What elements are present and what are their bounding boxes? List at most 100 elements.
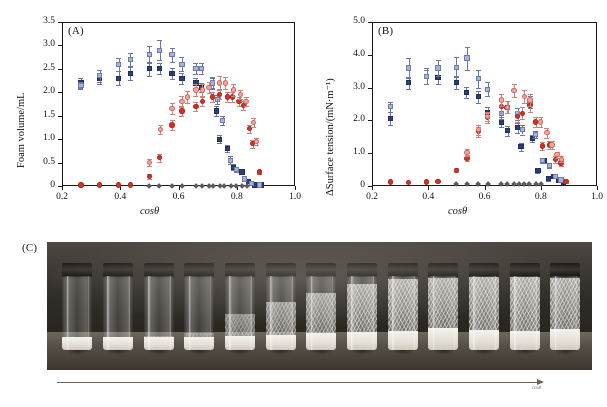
panel-a-x-axis-label: cosθ xyxy=(140,206,160,217)
error-bar-cap xyxy=(505,125,511,127)
error-bar-cap xyxy=(127,80,133,82)
vial-2 xyxy=(101,262,135,358)
error-bar-cap xyxy=(247,125,253,127)
data-point-blue-open-square xyxy=(256,182,263,188)
error-bar-cap xyxy=(485,107,491,109)
data-point-navy-filled-square xyxy=(498,119,504,125)
error-bar-cap xyxy=(199,82,205,84)
error-bar-cap xyxy=(179,115,185,117)
error-bar-cap xyxy=(505,113,511,115)
error-bar-cap xyxy=(498,126,504,128)
error-bar-cap xyxy=(519,119,525,121)
error-bar-cap xyxy=(559,161,565,163)
data-point-red-filled-circle xyxy=(453,167,459,173)
panel-b-surface-tension: (B) ΔSurface tension/(mN·m⁻¹) cosθ 0 1.0 2… xyxy=(310,0,607,230)
error-bar-cap xyxy=(206,81,212,83)
data-point-red-filled-circle xyxy=(533,119,539,125)
y-tick-label: 2.0 xyxy=(43,86,55,97)
data-point-navy-filled-square xyxy=(405,80,412,86)
vial-liquid xyxy=(347,332,378,350)
data-point-blue-open-square xyxy=(179,61,185,67)
data-point-red-open-circle xyxy=(511,88,517,94)
error-bar-cap xyxy=(179,71,185,73)
x-tick-label: 0.8 xyxy=(230,192,243,202)
x-tick-mark xyxy=(372,186,373,190)
data-point-blue-open-square xyxy=(435,65,441,71)
data-point-navy-filled-square xyxy=(535,167,541,174)
vial-cap xyxy=(509,262,540,278)
error-bar-cap xyxy=(239,174,245,176)
error-bar-cap xyxy=(97,83,103,85)
error-bar-cap xyxy=(127,52,133,54)
error-bar-cap xyxy=(184,102,190,104)
panel-a-foam-volume: (A) Foam volume/mL cosθ 0 0.5 1.0 1.5 2.0 2.5… xyxy=(0,0,310,230)
data-point-red-filled-circle xyxy=(127,182,134,188)
error-bar-cap xyxy=(116,70,122,72)
error-bar-cap xyxy=(554,158,560,160)
data-point-red-filled-circle xyxy=(240,102,246,108)
error-bar-cap xyxy=(498,112,504,114)
error-bar-cap xyxy=(199,84,205,86)
error-bar-cap xyxy=(157,161,163,163)
vial-1 xyxy=(60,262,95,358)
vial-shadow xyxy=(548,348,583,358)
error-bar-cap xyxy=(527,111,533,113)
y-tick-mark xyxy=(368,54,372,56)
data-point-red-filled-circle xyxy=(405,180,412,186)
data-point-blue-open-square xyxy=(193,66,199,72)
x-tick-label: 0.2 xyxy=(366,192,378,202)
error-bar-cap xyxy=(387,101,393,103)
data-point-red-open-circle xyxy=(549,142,555,148)
error-bar-cap xyxy=(217,76,223,78)
vial-shadow xyxy=(263,348,298,358)
error-bar-cap xyxy=(519,107,525,109)
error-bar-cap xyxy=(193,63,199,65)
vial-liquid xyxy=(306,333,337,350)
data-point-gray-diamond-baseline xyxy=(537,181,544,188)
error-bar-cap xyxy=(78,89,84,90)
data-point-red-filled-circle xyxy=(78,182,84,188)
vial-cap xyxy=(347,262,378,278)
error-bar-cap xyxy=(529,134,535,136)
error-bar-cap xyxy=(515,107,521,109)
error-bar-cap xyxy=(538,126,544,128)
data-point-navy-filled-square xyxy=(146,66,152,72)
error-bar-cap xyxy=(157,74,163,76)
error-bar-cap xyxy=(127,66,133,68)
data-point-red-filled-circle xyxy=(247,126,253,132)
y-tick-label: 1.0 xyxy=(353,147,365,158)
error-bar-cap xyxy=(518,142,524,144)
error-bar-cap xyxy=(229,92,235,94)
vial-highlight xyxy=(554,276,558,350)
data-point-red-filled-circle xyxy=(224,94,231,100)
vial-highlight xyxy=(229,276,232,350)
data-point-blue-open-square xyxy=(533,131,539,138)
panel-a-tag: (A) xyxy=(68,25,84,37)
error-bar-cap xyxy=(179,107,185,109)
error-bar-cap xyxy=(217,135,223,137)
error-bar-cap xyxy=(463,98,469,100)
error-bar-cap xyxy=(519,134,525,136)
data-point-red-filled-circle xyxy=(387,179,393,185)
error-bar-cap xyxy=(234,172,240,174)
error-bar-cap xyxy=(116,57,122,59)
x-tick-mark xyxy=(120,186,122,190)
vial-13 xyxy=(548,262,583,358)
vial-shadow xyxy=(385,348,420,358)
error-bar-cap xyxy=(464,46,470,48)
error-bar-cap xyxy=(179,96,185,98)
error-bar-cap xyxy=(220,125,226,127)
error-bar-cap xyxy=(251,118,257,120)
vial-highlight-right xyxy=(372,276,375,350)
data-point-red-open-circle xyxy=(179,99,185,105)
vial-highlight xyxy=(513,276,517,350)
data-point-blue-open-square xyxy=(199,66,205,72)
y-tick-mark xyxy=(368,153,372,155)
data-point-blue-open-square xyxy=(464,55,470,61)
data-point-red-filled-circle xyxy=(424,179,430,185)
error-bar-cap xyxy=(169,129,175,131)
vial-highlight xyxy=(107,276,110,350)
data-point-red-open-circle xyxy=(538,119,544,125)
data-point-blue-open-square xyxy=(249,181,255,187)
